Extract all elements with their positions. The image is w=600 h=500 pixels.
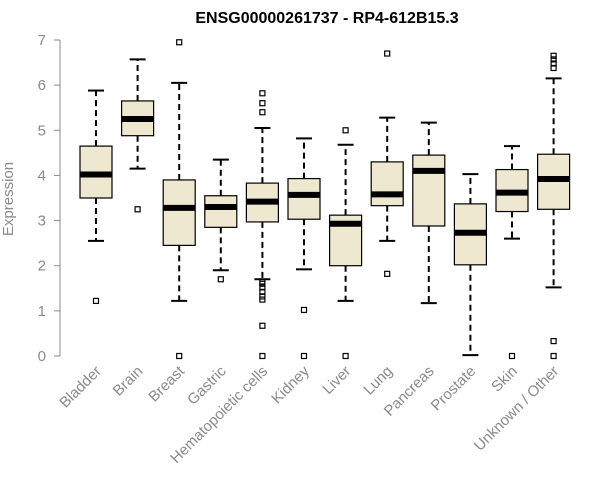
- outlier-point: [259, 100, 266, 107]
- box-group: [79, 89, 113, 305]
- y-tick-label: 1: [38, 303, 46, 320]
- x-tick-label: Prostate: [428, 363, 480, 415]
- box-group: [536, 52, 571, 360]
- outlier-point: [342, 127, 349, 134]
- box-series: [79, 39, 571, 360]
- x-tick-label: Liver: [319, 363, 354, 398]
- y-tick-label: 4: [38, 167, 46, 184]
- outlier-point: [300, 306, 308, 314]
- x-tick-label: Bladder: [56, 363, 105, 412]
- box-group: [453, 173, 487, 357]
- y-axis-label: Expression: [0, 162, 17, 236]
- box-group: [370, 50, 404, 277]
- outlier-point: [259, 322, 266, 329]
- y-axis: 0 1 2 3 4 5 6 7: [38, 32, 61, 365]
- y-tick-label: 0: [38, 348, 46, 365]
- outlier-point: [384, 50, 391, 57]
- x-tick-label: Kidney: [268, 362, 313, 407]
- outlier-point: [550, 52, 557, 59]
- outlier-point: [176, 39, 183, 46]
- box-iqr: [162, 179, 196, 247]
- box-iqr: [370, 161, 404, 207]
- box-iqr: [287, 177, 321, 220]
- outlier-point: [342, 352, 349, 360]
- outlier-point: [508, 352, 516, 360]
- box-iqr: [204, 195, 238, 228]
- x-tick-label: Brain: [110, 363, 147, 400]
- outlier-point: [259, 352, 266, 360]
- box-group: [329, 127, 363, 360]
- box-group: [204, 158, 238, 283]
- outlier-point: [550, 352, 557, 360]
- outlier-point: [259, 284, 266, 291]
- x-tick-label: Breast: [145, 362, 188, 405]
- y-tick-label: 2: [38, 258, 46, 275]
- outlier-point: [550, 338, 557, 345]
- outlier-point: [259, 296, 266, 303]
- y-tick-label: 6: [38, 77, 46, 94]
- box-group: [120, 58, 155, 213]
- outlier-point: [259, 278, 266, 285]
- outlier-point: [300, 352, 308, 360]
- box-group: [495, 145, 529, 360]
- outlier-point: [550, 60, 557, 67]
- box-iqr: [412, 154, 446, 227]
- box-group: [287, 137, 321, 360]
- y-tick-label: 3: [38, 213, 46, 230]
- y-tick-label: 7: [38, 32, 46, 49]
- x-tick-label: Skin: [488, 363, 521, 396]
- outlier-point: [550, 56, 557, 63]
- box-group: [412, 121, 446, 305]
- y-tick-label: 5: [38, 122, 46, 139]
- box-group: [245, 90, 279, 360]
- outlier-point: [259, 90, 266, 97]
- outlier-point: [259, 109, 266, 116]
- outlier-point: [134, 206, 141, 213]
- chart-title: ENSG00000261737 - RP4-612B15.3: [195, 10, 458, 27]
- outlier-point: [384, 270, 391, 277]
- box-group: [162, 39, 196, 360]
- outlier-point: [92, 297, 100, 305]
- outlier-point: [217, 276, 224, 283]
- x-tick-label: Lung: [360, 363, 396, 399]
- outlier-point: [176, 352, 183, 360]
